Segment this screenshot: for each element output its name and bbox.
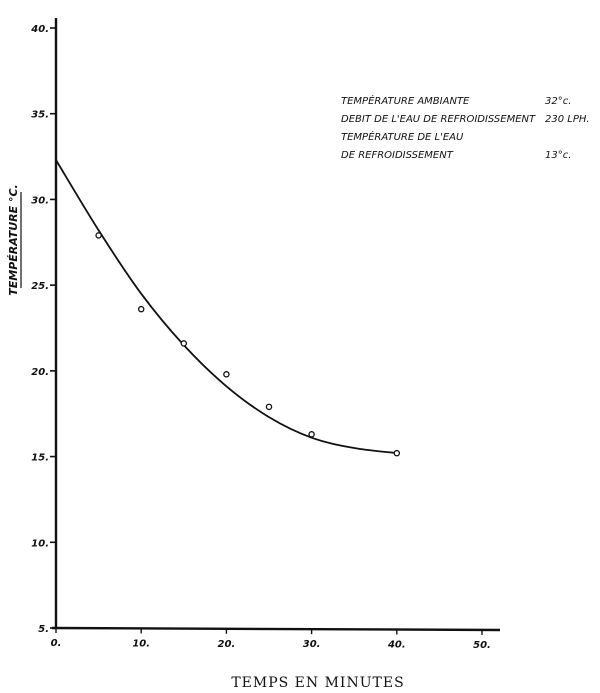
experiment-conditions: TEMPÉRATURE AMBIANTE 32°c. DEBIT DE L'EAU … bbox=[341, 94, 590, 161]
y-axis-title: TEMPÉRATURE °C. bbox=[7, 184, 20, 295]
x-axis-title: TEMPS EN MINUTES bbox=[231, 675, 404, 691]
x-axis: 0. 10. 20. 30. 40. 50. bbox=[51, 626, 501, 651]
data-point-marker bbox=[265, 403, 273, 411]
condition-label: DEBIT DE L'EAU DE REFROIDISSEMENT bbox=[341, 114, 536, 125]
x-tick-label: 40. bbox=[387, 640, 406, 651]
data-point-marker bbox=[180, 340, 188, 347]
fitted-curve bbox=[55, 159, 397, 455]
x-tick-label: 20. bbox=[218, 639, 236, 650]
y-tick-label: 35. bbox=[31, 110, 49, 121]
cooling-curve bbox=[55, 159, 397, 455]
condition-value: 13°c. bbox=[545, 150, 571, 161]
y-tick-label: 5. bbox=[38, 624, 49, 635]
x-tick-label: 30. bbox=[303, 639, 321, 650]
y-tick-label: 20. bbox=[31, 367, 49, 378]
x-axis-line bbox=[51, 626, 501, 632]
y-tick-label: 15. bbox=[31, 453, 49, 464]
condition-value: 32°c. bbox=[545, 96, 571, 107]
x-tick-label: 50. bbox=[473, 640, 491, 651]
y-tick-label: 40. bbox=[30, 24, 49, 35]
condition-label: DE REFROIDISSEMENT bbox=[341, 150, 454, 161]
data-point-marker bbox=[137, 305, 145, 313]
y-tick-label: 30. bbox=[31, 195, 49, 206]
y-axis-title-group: TEMPÉRATURE °C. bbox=[7, 184, 22, 296]
x-tick-label: 0. bbox=[51, 638, 62, 649]
data-point-marker bbox=[95, 232, 102, 239]
condition-label: TEMPÉRATURE DE L'EAU bbox=[341, 130, 464, 143]
data-point-marker bbox=[223, 371, 230, 378]
condition-value: 230 LPH. bbox=[545, 114, 590, 125]
condition-label: TEMPÉRATURE AMBIANTE bbox=[341, 94, 470, 107]
y-axis: 5. 10. 15. 20. 25. 30. 35. 40. bbox=[30, 18, 58, 635]
y-tick-label: 10. bbox=[31, 538, 49, 549]
x-tick-label: 10. bbox=[132, 638, 150, 649]
data-point-marker bbox=[308, 431, 315, 438]
data-points bbox=[95, 232, 401, 457]
data-point-marker bbox=[393, 449, 401, 457]
y-tick-label: 25. bbox=[31, 281, 49, 292]
